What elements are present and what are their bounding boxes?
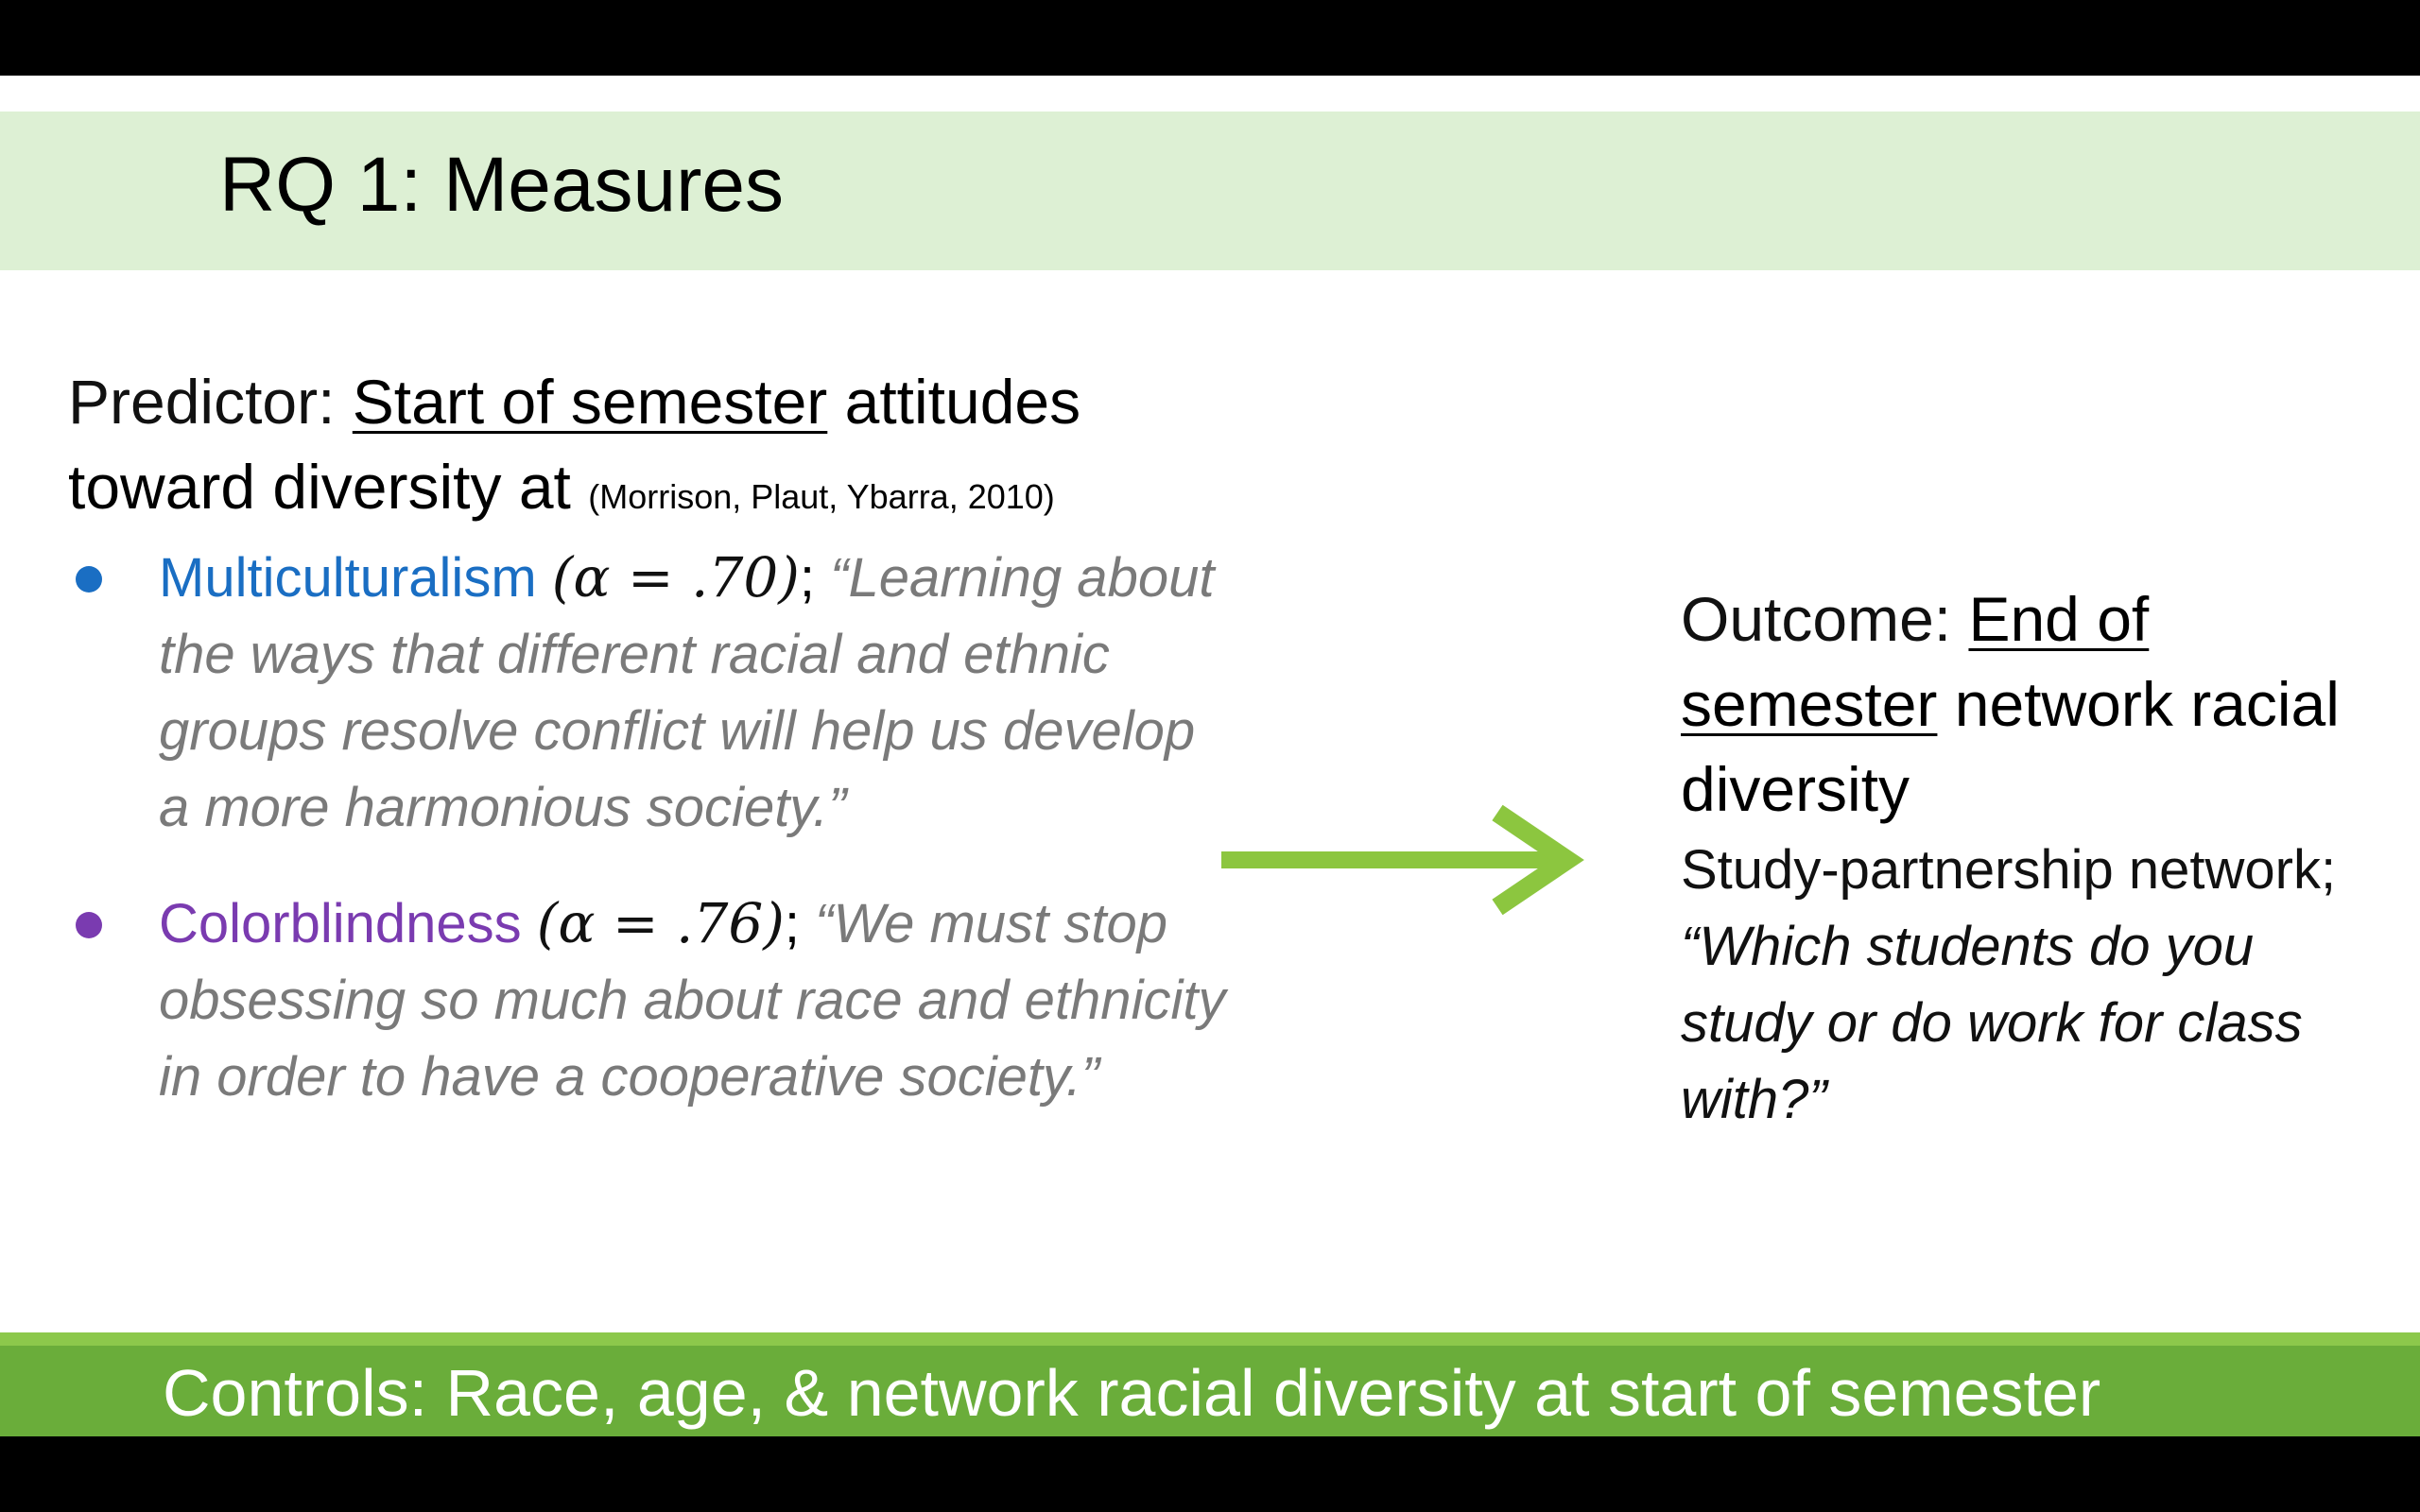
letterbox-top [0, 0, 2420, 76]
outcome-section: Outcome: End of semester network racial … [1681, 576, 2399, 1138]
bullet-dot-icon [76, 912, 102, 938]
outcome-underlined-2: semester [1681, 669, 1938, 739]
letterbox-bottom [0, 1436, 2420, 1512]
predictor-label: Predictor: [68, 367, 353, 437]
multiculturalism-sep: ; [799, 547, 831, 609]
outcome-label: Outcome: [1681, 584, 1969, 654]
outcome-underlined-1: End of [1968, 584, 2150, 654]
multiculturalism-alpha: (α = .70) [551, 545, 800, 610]
predictor-rest-line2: toward diversity at [68, 452, 589, 522]
list-item-colorblindness: Colorblindness (α = .76); “We must stop … [68, 885, 1231, 1115]
controls-band: Controls: Race, age, & network racial di… [0, 1332, 2420, 1436]
controls-label: Controls: [163, 1356, 428, 1430]
outcome-subtitle: Study-partnership network; [1681, 839, 2337, 901]
colorblindness-alpha: (α = .76) [536, 891, 785, 955]
predictor-underlined: Start of semester [352, 367, 828, 437]
colorblindness-sep: ; [784, 893, 816, 954]
multiculturalism-quote: “Learning about the ways that different … [159, 547, 1215, 838]
right-arrow-icon [1218, 803, 1586, 917]
outcome-quote: “Which students do you study or do work … [1681, 916, 2303, 1130]
multiculturalism-term: Multiculturalism [159, 547, 537, 609]
title-band: RQ 1: Measures [0, 112, 2420, 270]
predictor-heading: Predictor: Start of semester attitudes t… [68, 359, 1231, 540]
colorblindness-quote: “We must stop obsessing so much about ra… [159, 893, 1226, 1108]
slide-title: RQ 1: Measures [219, 142, 784, 228]
predictor-citation: (Morrison, Plaut, Ybarra, 2010) [588, 477, 1055, 516]
outcome-rest: network racial diversity [1681, 669, 2340, 824]
colorblindness-term: Colorblindness [159, 893, 522, 954]
list-item-multiculturalism: Multiculturalism (α = .70); “Learning ab… [68, 540, 1231, 846]
predictor-rest-line1: attitudes [827, 367, 1081, 437]
predictor-section: Predictor: Start of semester attitudes t… [68, 359, 1231, 1115]
bullet-dot-icon [76, 566, 102, 593]
controls-text: Controls: Race, age, & network racial di… [163, 1348, 2100, 1436]
outcome-heading: Outcome: End of semester network racial … [1681, 576, 2399, 832]
controls-body: Race, age, & network racial diversity at… [427, 1356, 2101, 1430]
slide: RQ 1: Measures Predictor: Start of semes… [0, 76, 2420, 1436]
